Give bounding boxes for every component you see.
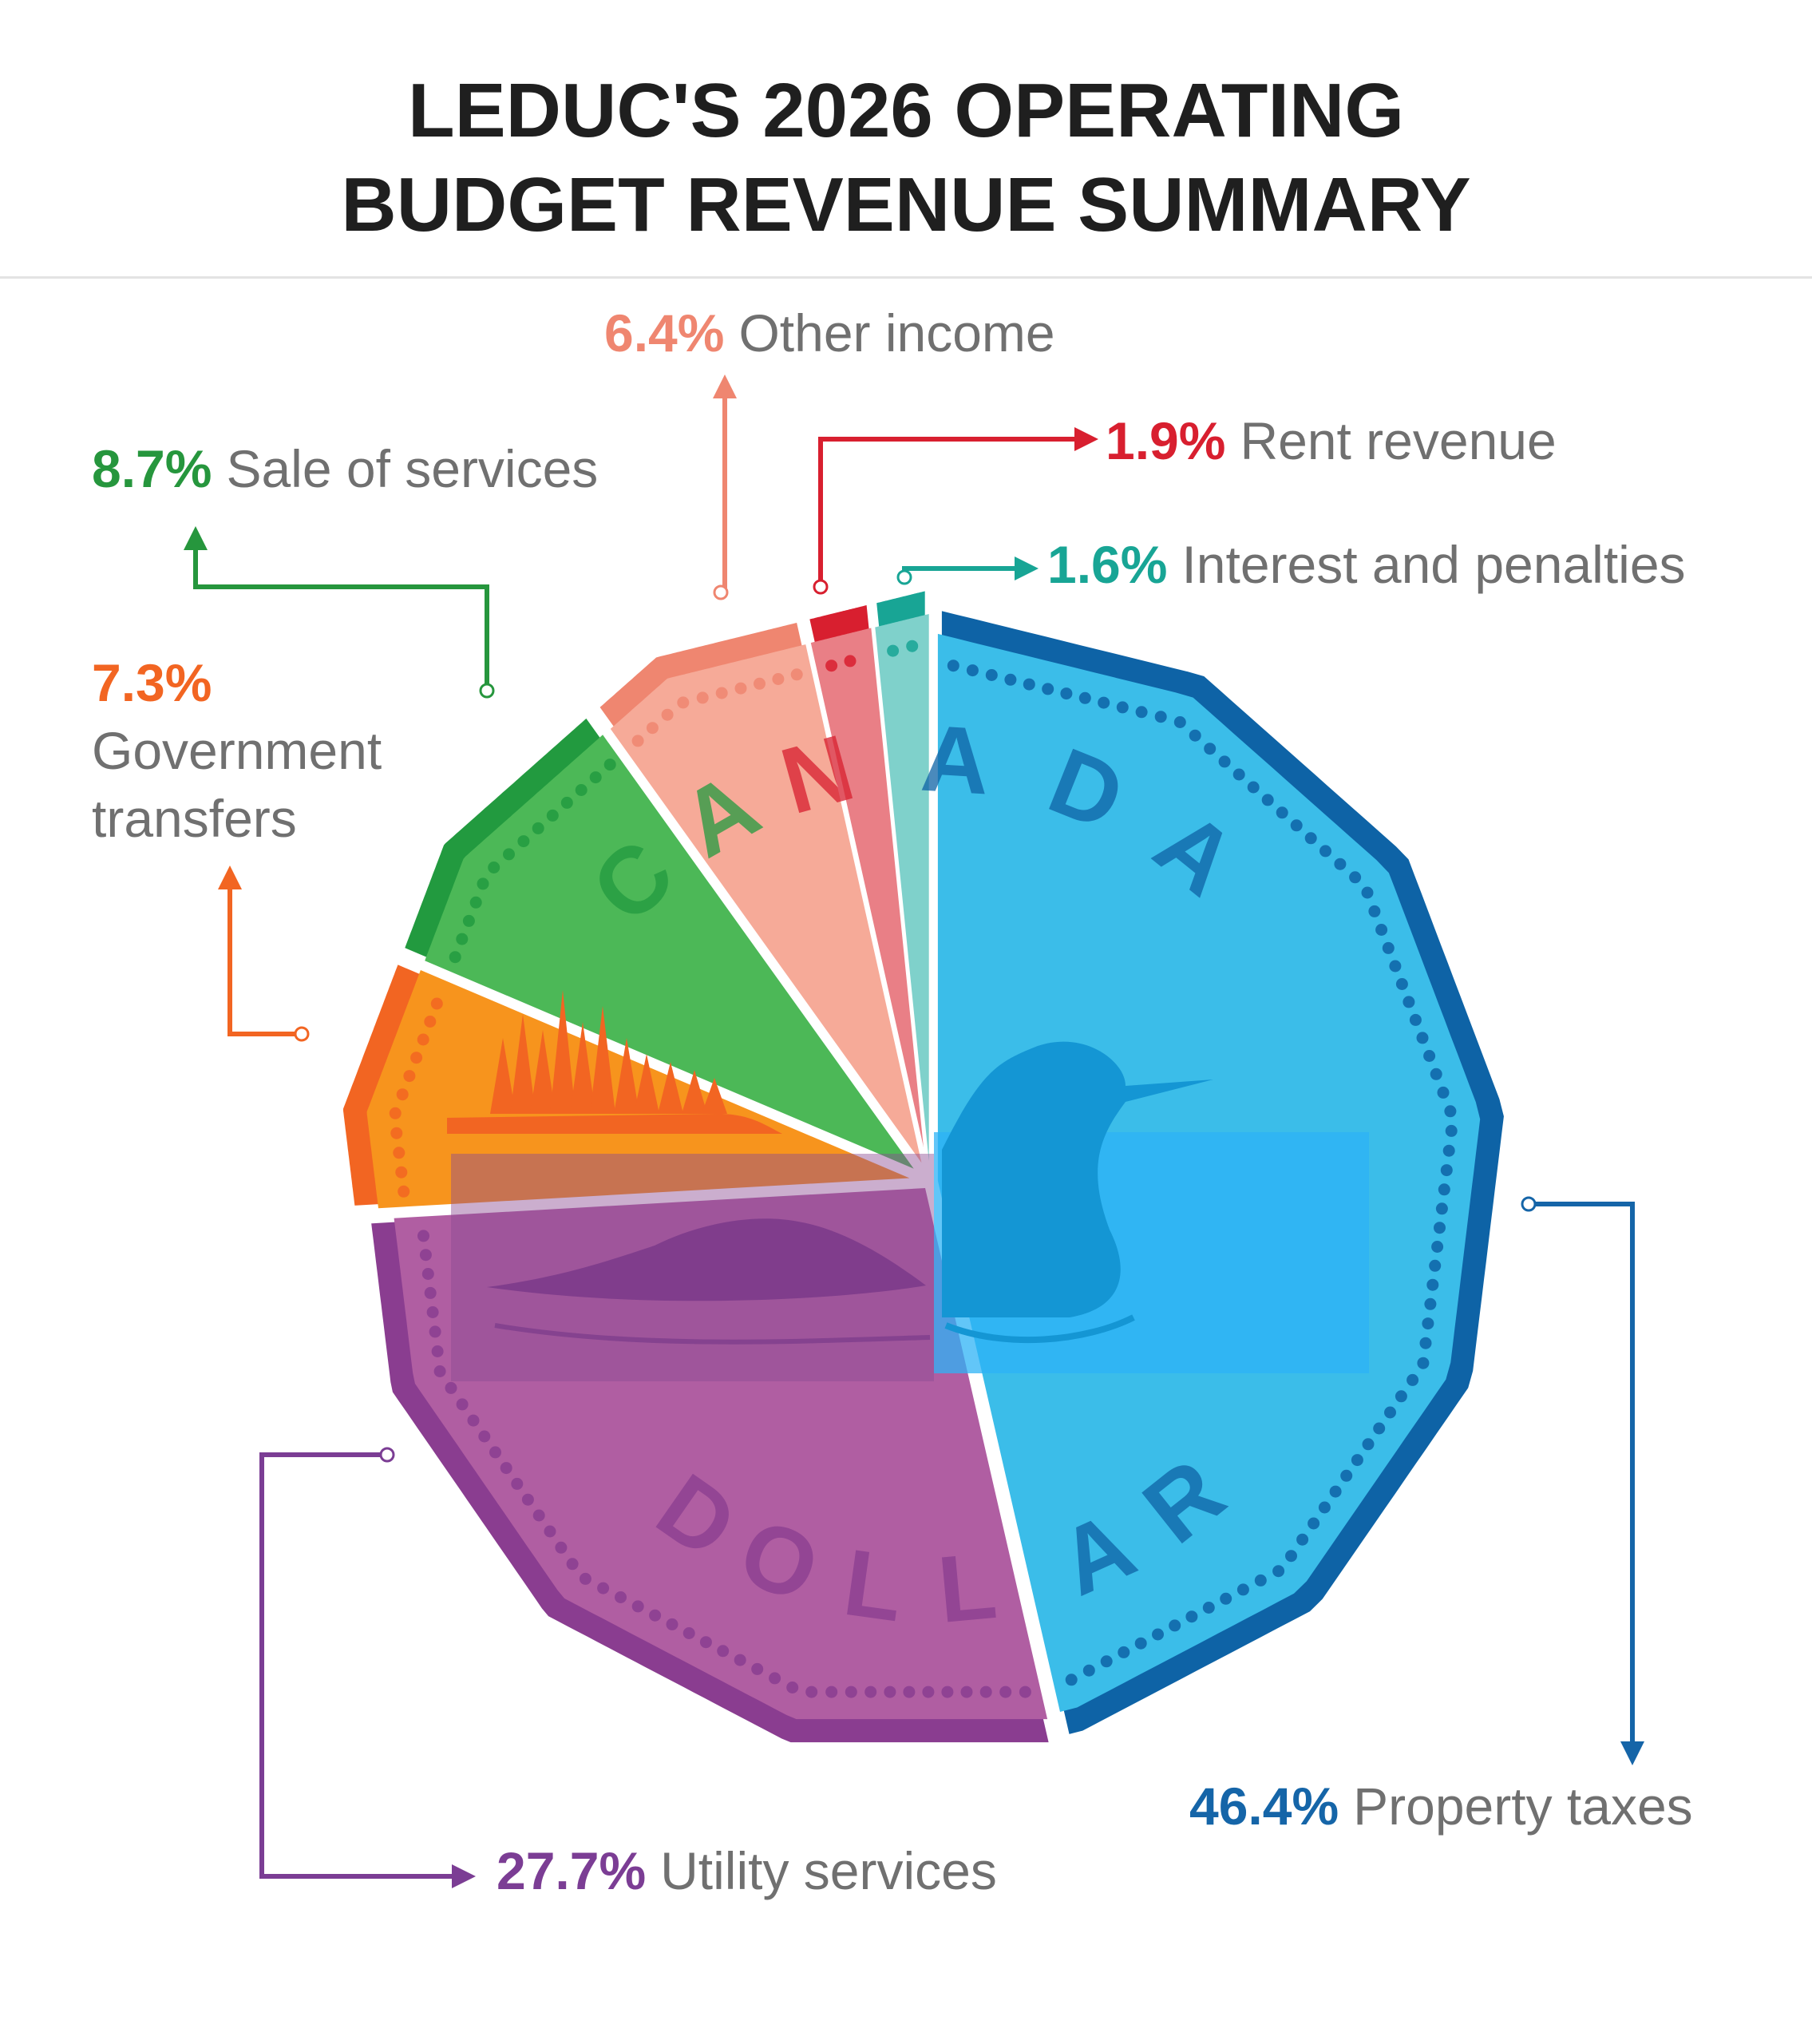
slice-percent-label: 7.3% — [92, 653, 212, 712]
pie-slice-2 — [362, 1183, 1059, 1751]
slice-percent-label: 1.9% — [1106, 411, 1225, 470]
slice-dot-ring-4 — [449, 759, 616, 964]
tree-shape — [530, 1030, 556, 1114]
leader-line-1 — [1521, 1196, 1644, 1765]
leader-line-6 — [813, 427, 1098, 595]
slice-label-7: 1.6% Interest and penalties — [1047, 535, 1686, 594]
loon-illustration — [451, 1041, 1369, 1381]
slice-percent-label: 8.7% — [92, 439, 212, 498]
slice-name-label: Government — [92, 721, 382, 780]
chart-title-line-2: BUDGET REVENUE SUMMARY — [341, 162, 1471, 248]
slice-label-6: 1.9% Rent revenue — [1106, 411, 1557, 470]
coin-letter: L — [934, 1533, 1001, 1643]
slice-name-label: transfers — [92, 789, 297, 848]
tree-shape — [490, 1038, 516, 1114]
slice-text-label: 27.7% Utility services — [497, 1841, 997, 1900]
slice-label-1: 46.4% Property taxes — [1189, 1777, 1693, 1836]
chart-title: LEDUC'S 2026 OPERATING BUDGET REVENUE SU… — [0, 64, 1812, 252]
slice-percent-label: 6.4% — [604, 303, 724, 362]
slice-dot-ring-5 — [631, 668, 803, 747]
pie-slice-6 — [800, 595, 931, 1163]
slice-dot-ring-2 — [417, 1230, 1031, 1698]
title-divider — [0, 276, 1812, 279]
coin-letter: L — [838, 1530, 910, 1642]
slice-percent-label: 27.7% — [497, 1841, 646, 1900]
tree-shape — [658, 1062, 683, 1114]
slice-text-label: 6.4% Other income — [604, 303, 1055, 362]
slice-dot-ring-1 — [947, 660, 1458, 1686]
tree-silhouettes — [490, 990, 727, 1114]
pie-slice-7 — [868, 580, 933, 1162]
chart-title-line-1: LEDUC'S 2026 OPERATING — [408, 68, 1404, 153]
slice-dot-ring-6 — [825, 655, 857, 672]
pie-slice-5 — [589, 612, 926, 1166]
slice-label-4: 8.7% Sale of services — [92, 439, 598, 498]
slice-label-2: 27.7% Utility services — [497, 1841, 997, 1900]
tree-shape — [570, 1022, 595, 1114]
pie-slice-4 — [394, 707, 926, 1178]
tree-shape — [590, 1006, 615, 1114]
slice-name-label: Interest and penalties — [1181, 535, 1685, 594]
slice-name-label: Sale of services — [226, 439, 598, 498]
leader-line-3 — [218, 866, 310, 1042]
coin-letter: A — [918, 706, 992, 815]
tree-shape — [702, 1078, 727, 1114]
slice-text-label: 1.9% Rent revenue — [1106, 411, 1557, 470]
slice-text-label: 1.6% Interest and penalties — [1047, 535, 1686, 594]
slice-name-label: Property taxes — [1353, 1777, 1693, 1836]
slice-percent-label: 1.6% — [1047, 535, 1167, 594]
tree-shape — [634, 1054, 659, 1114]
slice-name-label: Other income — [738, 303, 1054, 362]
slice-label-3: 7.3% Government transfers — [92, 653, 382, 848]
slice-text-label: 46.4% Property taxes — [1189, 1777, 1693, 1836]
slice-name-label: Rent revenue — [1240, 411, 1556, 470]
slice-dot-ring-7 — [887, 640, 919, 657]
tree-shape — [510, 1014, 536, 1114]
leader-line-5 — [713, 374, 737, 600]
leader-line-7 — [896, 557, 1039, 585]
leader-line-2 — [259, 1447, 476, 1888]
slice-name-label: Utility services — [660, 1841, 997, 1900]
tree-shape — [614, 1038, 639, 1114]
slice-label-5: 6.4% Other income — [604, 303, 1055, 362]
slice-percent-label: 46.4% — [1189, 1777, 1339, 1836]
tree-shape — [550, 990, 576, 1114]
tree-shape — [682, 1070, 707, 1114]
shoreline — [447, 1114, 782, 1134]
slice-dot-ring-3 — [389, 997, 443, 1198]
slice-text-label: 8.7% Sale of services — [92, 439, 598, 498]
leader-line-4 — [184, 526, 495, 699]
